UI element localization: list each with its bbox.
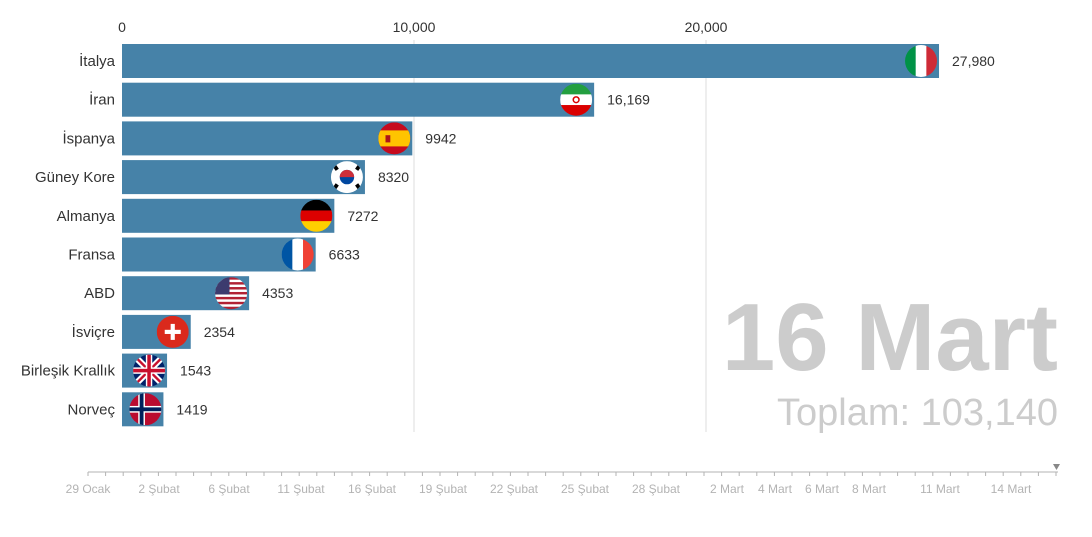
timeline-label: 6 Mart	[805, 482, 840, 496]
timeline-label: 16 Şubat	[348, 482, 397, 496]
category-label-guney-kore: Güney Kore	[35, 169, 115, 186]
timeline-label: 25 Şubat	[561, 482, 610, 496]
timeline-label: 2 Mart	[710, 482, 745, 496]
norway-flag-icon	[129, 393, 162, 426]
category-label-ispanya: İspanya	[62, 129, 115, 147]
uk-flag-icon	[133, 354, 166, 387]
italy-flag-icon	[905, 45, 938, 77]
category-label-almanya: Almanya	[57, 208, 116, 225]
spain-flag-icon	[378, 122, 411, 155]
bar-guney-kore	[122, 160, 365, 195]
timeline-handle-icon[interactable]	[1053, 464, 1060, 470]
timeline-label: 19 Şubat	[419, 482, 468, 496]
value-label-guney-kore: 8320	[378, 169, 409, 185]
timeline-label: 22 Şubat	[490, 482, 539, 496]
bar-iran	[122, 82, 595, 117]
timeline-label: 6 Şubat	[208, 482, 250, 496]
value-label-iran: 16,169	[607, 92, 650, 108]
bar-ispanya	[122, 121, 413, 156]
category-label-italya: İtalya	[79, 52, 116, 70]
current-date-label: 16 Mart	[722, 284, 1058, 391]
germany-flag-icon	[300, 199, 333, 232]
timeline-label: 2 Şubat	[138, 482, 180, 496]
timeline-label: 4 Mart	[758, 482, 793, 496]
timeline-label: 11 Mart	[920, 482, 960, 496]
timeline-label: 28 Şubat	[632, 482, 681, 496]
south-korea-flag-icon	[330, 161, 363, 194]
value-label-italya: 27,980	[952, 53, 995, 69]
timeline-label: 11 Şubat	[277, 482, 325, 496]
value-label-ispanya: 9942	[425, 130, 456, 146]
x-tick-label: 10,000	[393, 19, 436, 35]
value-label-isvicre: 2354	[204, 324, 235, 340]
switzerland-flag-icon	[156, 315, 189, 348]
bar-italya	[122, 44, 940, 78]
iran-flag-icon	[560, 83, 593, 116]
timeline-scrubber[interactable]: 29 Ocak 2 Şubat 6 Şubat 11 Şubat 16 Şubat 19 …	[66, 464, 1060, 496]
total-count-label: Toplam: 103,140	[777, 392, 1058, 434]
timeline-label: 14 Mart	[991, 482, 1032, 496]
labels: İtalya 27,980 İran 16,169 İspanya 9942 Güney K…	[21, 52, 995, 418]
value-label-abd: 4353	[262, 285, 293, 301]
category-label-birlesik-krallik: Birleşik Krallık	[21, 363, 116, 380]
category-label-norvec: Norveç	[67, 401, 115, 418]
bar-almanya	[122, 198, 335, 233]
flags	[129, 45, 938, 426]
x-tick-label: 20,000	[685, 19, 728, 35]
value-label-norvec: 1419	[176, 401, 207, 417]
category-label-fransa: Fransa	[68, 247, 115, 264]
x-axis-ticks: 0 10,000 20,000	[118, 19, 728, 35]
value-label-birlesik-krallik: 1543	[180, 363, 211, 379]
timeline-label: 29 Ocak	[66, 482, 112, 496]
category-label-abd: ABD	[84, 285, 115, 302]
timeline-label: 8 Mart	[852, 482, 887, 496]
category-label-isvicre: İsviçre	[72, 323, 115, 341]
france-flag-icon	[281, 238, 314, 271]
value-label-fransa: 6633	[329, 247, 360, 263]
value-label-almanya: 7272	[347, 208, 378, 224]
category-label-iran: İran	[89, 91, 115, 109]
x-tick-label: 0	[118, 19, 126, 35]
